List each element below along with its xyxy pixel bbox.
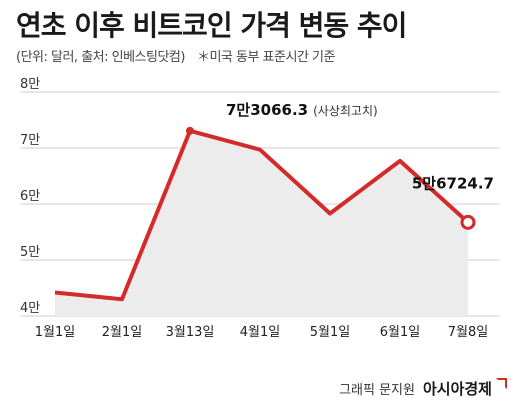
- x-tick-label: 4월1일: [240, 325, 280, 340]
- peak-value-label: 7만3066.3: [226, 101, 308, 119]
- end-point-marker: [460, 214, 476, 230]
- price-line: [54, 128, 470, 302]
- y-tick-label: 6만: [20, 189, 40, 204]
- peak-note-label: (사상최고치): [313, 104, 378, 118]
- chart-title: 연초 이후 비트코인 가격 변동 추이: [16, 9, 407, 42]
- y-tick-label: 5만: [20, 245, 40, 260]
- x-tick-label: 3월13일: [166, 325, 215, 340]
- graphic-credit: 그래픽 문지원: [339, 383, 415, 398]
- price-area: [55, 130, 468, 316]
- x-axis-ticks: 1월1일 2월1일 3월13일 4월1일 5월1일 6월1일 7월8일: [35, 325, 488, 340]
- annotations: 7만3066.3 (사상최고치) 5만6724.7: [226, 101, 494, 193]
- x-tick-label: 2월1일: [102, 325, 142, 340]
- y-tick-label: 7만: [20, 133, 40, 148]
- peak-point: [186, 126, 194, 135]
- timezone-note: ＊미국 동부 표준시간 기준: [196, 50, 336, 65]
- peak-annotation: 7만3066.3 (사상최고치): [226, 101, 378, 119]
- y-tick-label: 4만: [20, 301, 40, 316]
- x-tick-label: 5월1일: [310, 325, 350, 340]
- end-value-label: 5만6724.7: [412, 174, 494, 192]
- publisher-logo: 아시아경제: [422, 380, 492, 398]
- x-tick-label: 1월1일: [35, 325, 75, 340]
- units-source-note: (단위: 달러, 출처: 인베스팅닷컴): [16, 50, 185, 65]
- y-tick-label: 8만: [20, 77, 40, 92]
- chart-subtitle: (단위: 달러, 출처: 인베스팅닷컴) ＊미국 동부 표준시간 기준: [16, 46, 335, 65]
- y-axis-ticks: 4만 5만 6만 7만 8만: [20, 77, 40, 316]
- x-tick-label: 7월8일: [448, 325, 488, 340]
- x-tick-label: 6월1일: [380, 325, 420, 340]
- credit-line: 그래픽 문지원 아시아경제: [339, 378, 507, 399]
- publisher-mark-icon: [496, 378, 507, 389]
- end-marker-group: [186, 126, 476, 230]
